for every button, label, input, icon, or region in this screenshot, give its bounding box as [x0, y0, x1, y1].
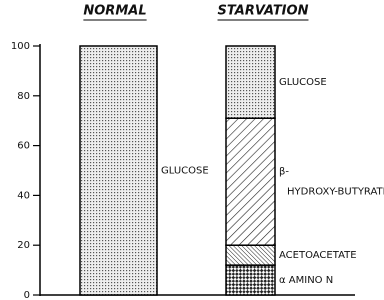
segment-label: α AMINO N	[279, 275, 333, 286]
bar-segment	[225, 264, 276, 296]
bar-segment	[225, 117, 276, 246]
segment-label: GLUCOSE	[279, 77, 327, 88]
bar-segment	[225, 45, 276, 119]
bar-segment	[225, 244, 276, 266]
y-tick-label: 80	[17, 91, 30, 102]
segment-label: β-HYDROXY-BUTYRATE	[279, 167, 384, 198]
y-tick-label: 60	[17, 141, 30, 152]
category-header: NORMAL	[83, 4, 146, 19]
y-tick-label: 40	[17, 190, 30, 201]
y-tick-label: 20	[17, 240, 30, 251]
bar-segment	[79, 45, 158, 296]
y-tick-label: 100	[11, 41, 30, 52]
segment-label: GLUCOSE	[161, 166, 209, 177]
segment-label: ACETOACETATE	[279, 250, 357, 261]
category-header: STARVATION	[218, 4, 309, 19]
y-tick-label: 0	[24, 290, 30, 300]
